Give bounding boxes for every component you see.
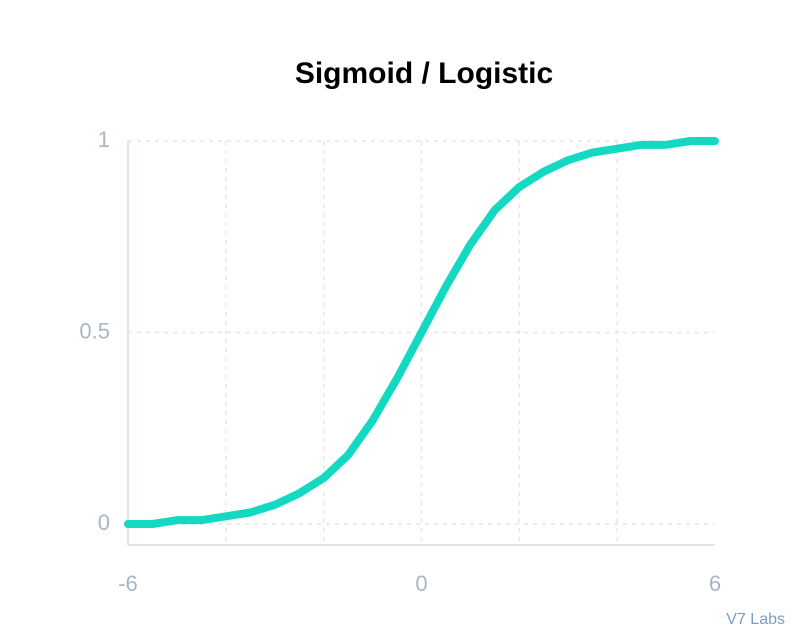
chart-title: Sigmoid / Logistic: [295, 57, 553, 90]
y-tick-label: 1: [98, 127, 110, 152]
y-tick-label: 0.5: [79, 318, 110, 343]
line: [124, 137, 719, 528]
x-tick-label: 0: [415, 571, 427, 596]
x-tick-label: 6: [709, 571, 721, 596]
source-label: V7 Labs: [726, 611, 785, 628]
y-tick-label: 0: [98, 510, 110, 535]
x-tick-label: -6: [118, 571, 138, 596]
